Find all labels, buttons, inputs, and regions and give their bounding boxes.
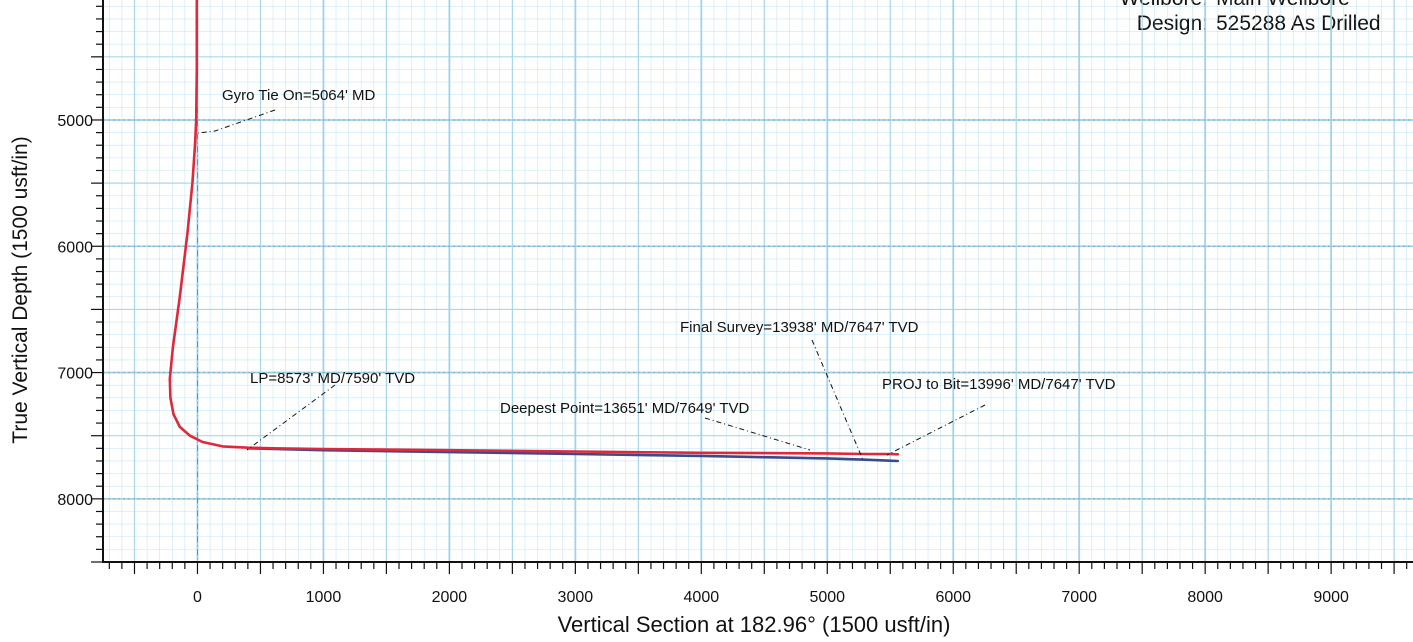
x-tick-label: 2000 <box>432 589 468 606</box>
wellbore-header: Wellbore: Main Wellbore <box>1100 0 1350 10</box>
x-tick-label: 3000 <box>558 589 594 606</box>
annotations-layer: Gyro Tie On=5064' MD LP=8573' MD/7590' TV… <box>197 87 1116 461</box>
axes: 0 1000 2000 3000 4000 5000 6000 7000 8000 9000 500… <box>57 0 1413 606</box>
annotation-label: Final Survey=13938' MD/7647' TVD <box>680 319 919 336</box>
x-tick-label: 9000 <box>1313 589 1349 606</box>
annotation-label: Deepest Point=13651' MD/7649' TVD <box>500 400 750 417</box>
design-value: 525288 As Drilled <box>1216 12 1381 35</box>
well-path-line <box>168 0 900 456</box>
well-path-line <box>246 446 900 463</box>
wellbore-label: Wellbore: <box>1100 0 1208 10</box>
annotation-label: PROJ to Bit=13996' MD/7647' TVD <box>882 376 1116 393</box>
annotation-label: Gyro Tie On=5064' MD <box>222 87 376 104</box>
x-tick-label: 7000 <box>1061 589 1097 606</box>
wellbore-value: Main Wellbore <box>1216 0 1350 10</box>
x-tick-label: 1000 <box>306 589 342 606</box>
x-tick-label: 6000 <box>935 589 971 606</box>
x-tick-label: 0 <box>193 589 202 606</box>
y-tick-label: 8000 <box>57 492 93 509</box>
annotation-label: LP=8573' MD/7590' TVD <box>250 370 415 387</box>
x-tick-label: 8000 <box>1187 589 1223 606</box>
grid-major <box>103 0 1413 562</box>
y-tick-label: 6000 <box>57 239 93 256</box>
x-axis-label: Vertical Section at 182.96° (1500 usft/i… <box>558 612 951 637</box>
y-axis-label: True Vertical Depth (1500 usft/in) <box>9 136 32 443</box>
grid-minor <box>103 0 1413 563</box>
x-tick-label: 4000 <box>684 589 720 606</box>
annotation-leader <box>197 109 276 134</box>
y-tick-label: 7000 <box>57 366 93 383</box>
y-tick-label: 5000 <box>57 113 93 130</box>
annotation-leader <box>886 404 986 456</box>
annotation-leader <box>811 339 864 461</box>
series-layer <box>168 0 900 463</box>
x-tick-label: 5000 <box>809 589 845 606</box>
